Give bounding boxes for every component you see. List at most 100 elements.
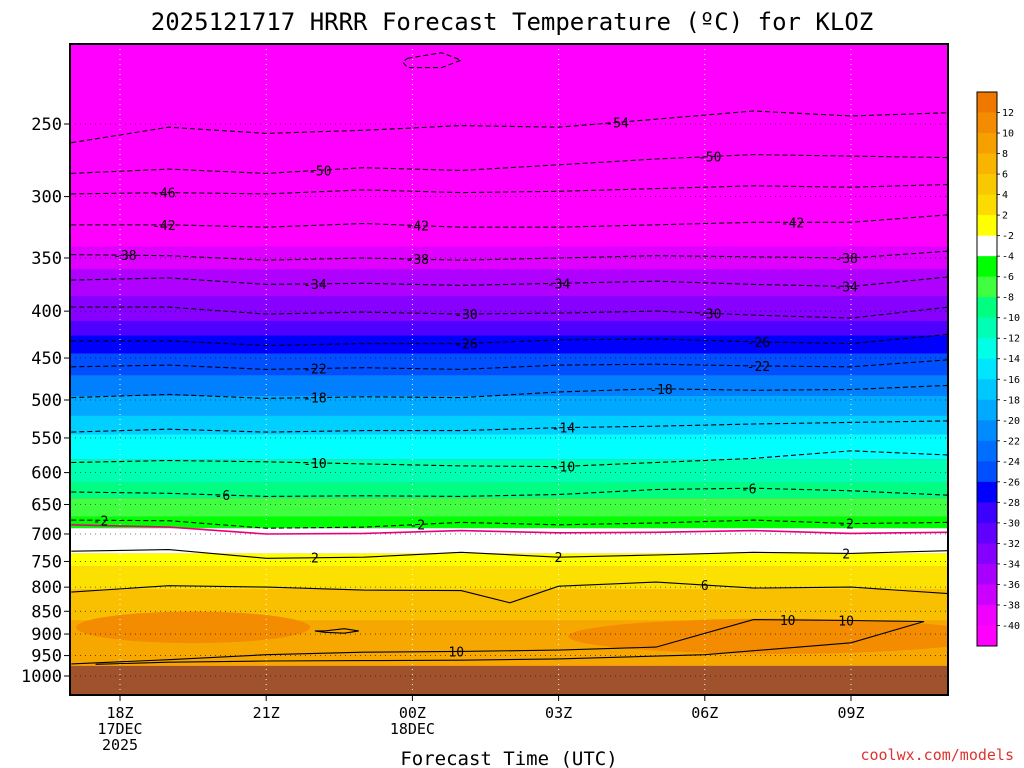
contour-label: -18 [649, 383, 672, 398]
colorbar-label: -10 [1002, 313, 1020, 324]
contour-label: 2 [842, 547, 850, 562]
y-tick-label: 600 [31, 464, 62, 484]
ground-layer [70, 665, 948, 695]
contour-line [401, 52, 463, 69]
colorbar-swatch [977, 543, 997, 565]
temp-band [70, 516, 948, 529]
contour-label: 2 [555, 551, 563, 566]
credit-text: coolwx.com/models [860, 746, 1014, 764]
contour-label: -2 [838, 517, 854, 532]
contour-line [71, 154, 948, 174]
colorbar: 12 10 8 6 4 2 -2 -4 -6 -8 -10 -12 -14 -16 -18 -20 -22 -24… [976, 91, 1020, 647]
colorbar-label: -28 [1002, 498, 1020, 509]
contour-label: 2 [311, 552, 319, 567]
contour-label: -2 [93, 514, 109, 529]
x-axis-label: Forecast Time (UTC) [400, 748, 617, 768]
colorbar-swatch [977, 235, 997, 257]
y-tick-label: 1000 [21, 667, 62, 687]
colorbar-swatch [977, 297, 997, 319]
contour-line [71, 384, 948, 399]
contour-label: 10 [838, 615, 854, 630]
x-tick-label: 03Z [545, 704, 572, 722]
temp-band [70, 320, 948, 336]
contour-label: -30 [698, 307, 721, 322]
contour-line [71, 450, 948, 468]
x-tick-label: 17DEC [97, 720, 142, 738]
temp-band [70, 482, 948, 499]
colorbar-swatch [977, 604, 997, 626]
colorbar-label: -36 [1002, 580, 1020, 591]
colorbar-label: -18 [1002, 395, 1020, 406]
colorbar-label: 10 [1002, 129, 1014, 140]
y-tick-label: 800 [31, 578, 62, 598]
contour-label: -14 [552, 422, 576, 437]
contour-label: -42 [406, 220, 429, 235]
contour-line [314, 628, 359, 634]
contour-label: -42 [781, 216, 804, 231]
colorbar-swatch [977, 481, 997, 503]
colorbar-swatch [977, 215, 997, 237]
contour-label: -18 [303, 392, 326, 407]
temp-band [70, 415, 948, 435]
x-tick-label: 2025 [102, 736, 138, 754]
contour-line [71, 420, 948, 433]
y-tick-label: 550 [31, 429, 62, 449]
contour-label: -22 [747, 360, 770, 375]
colorbar-frame [976, 91, 998, 647]
contour-line [71, 110, 948, 144]
temp-band [70, 459, 948, 483]
plot-fill-area: -54 -50 -50 -46 -42 -42 -42 -38 -38 -38 -34 -34 -34 -… [70, 44, 948, 695]
colorbar-label: -40 [1002, 621, 1020, 632]
contour-label: -2 [409, 519, 425, 534]
colorbar-swatch [977, 153, 997, 175]
x-tick-label: 09Z [837, 704, 864, 722]
colorbar-label: 6 [1002, 170, 1008, 181]
temp-band [70, 375, 948, 396]
contour-line [71, 581, 948, 604]
colorbar-swatch [977, 440, 997, 462]
colorbar-label: -14 [1002, 354, 1020, 365]
contour-line [71, 306, 948, 319]
colorbar-label: 12 [1002, 108, 1014, 119]
colorbar-swatch [977, 174, 997, 196]
colorbar-swatch [977, 522, 997, 544]
contour-label: -38 [406, 253, 429, 268]
y-tick-label: 350 [31, 249, 62, 269]
colorbar-label: -32 [1002, 539, 1020, 550]
colorbar-label: -34 [1002, 559, 1020, 570]
contour-label: 6 [701, 579, 709, 594]
contour-label: -26 [454, 337, 477, 352]
contour-label: -50 [308, 164, 331, 179]
colorbar-label: -30 [1002, 518, 1020, 529]
plot-area: -54 -50 -50 -46 -42 -42 -42 -38 -38 -38 -34 -34 -34 -… [21, 43, 949, 754]
plot-frame [69, 43, 949, 696]
colorbar-label: -2 [1002, 231, 1014, 242]
contour-line [71, 333, 948, 347]
contour-line [71, 183, 948, 195]
colorbar-swatch [977, 502, 997, 524]
colorbar-label: -4 [1002, 252, 1014, 263]
colorbar-label: -24 [1002, 457, 1020, 468]
contours: -54 -50 -50 -46 -42 -42 -42 -38 -38 -38 -34 -34 -34 -… [71, 52, 948, 665]
colorbar-label: 4 [1002, 190, 1008, 201]
contour-label: -6 [215, 489, 231, 504]
contour-line [71, 214, 948, 228]
contour-label: 10 [448, 645, 464, 660]
contour-line [71, 487, 948, 497]
temp-band [70, 246, 948, 270]
colorbar-swatch [977, 256, 997, 278]
y-tick-label: 700 [31, 525, 62, 545]
y-tick-label: 400 [31, 302, 62, 322]
warm-region [76, 611, 311, 644]
temp-band [70, 124, 948, 247]
contour-label: -10 [303, 457, 326, 472]
colorbar-swatch [977, 625, 997, 647]
colorbar-swatch [977, 358, 997, 380]
contour-line [71, 619, 925, 665]
colorbar-label: -16 [1002, 375, 1020, 386]
contour-label: -38 [113, 249, 136, 264]
colorbar-swatch [977, 194, 997, 216]
colorbar-swatch [977, 399, 997, 421]
colorbar-swatch [977, 379, 997, 401]
